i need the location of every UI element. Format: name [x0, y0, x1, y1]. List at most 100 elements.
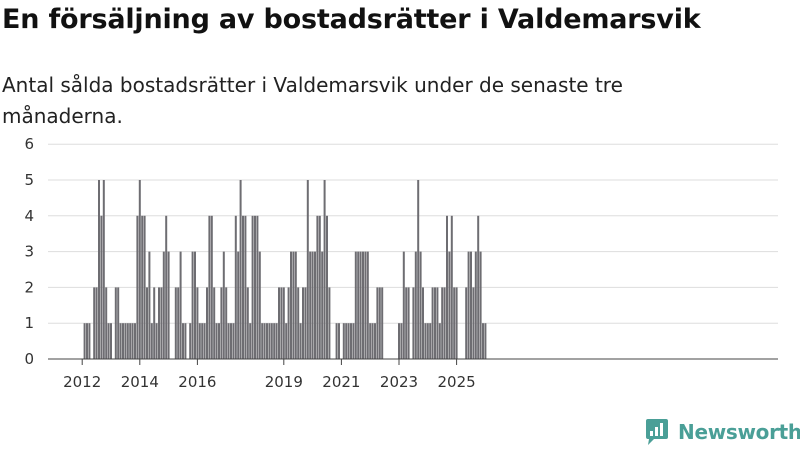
bar: [220, 287, 223, 359]
bar: [316, 215, 319, 359]
bar: [299, 323, 302, 359]
bar: [472, 287, 475, 359]
bar: [239, 180, 242, 359]
bar: [148, 251, 151, 359]
bar: [215, 323, 218, 359]
bar: [467, 251, 470, 359]
x-tick-label: 2023: [380, 373, 418, 391]
bar: [359, 251, 362, 359]
bar: [354, 251, 357, 359]
bar: [335, 323, 338, 359]
newsworthy-logo-icon: [646, 419, 668, 445]
x-tick-label: 2016: [178, 373, 216, 391]
bar: [357, 251, 360, 359]
bar: [124, 323, 127, 359]
bar: [419, 251, 422, 359]
bar: [189, 323, 192, 359]
bar: [88, 323, 91, 359]
bar: [275, 323, 278, 359]
bar: [86, 323, 88, 359]
bar: [182, 323, 184, 359]
bar: [244, 215, 247, 359]
bar: [114, 287, 117, 359]
bar: [153, 287, 156, 359]
bar: [268, 323, 271, 359]
bar: [179, 251, 182, 359]
bar: [438, 323, 441, 359]
bar: [263, 323, 266, 359]
bar: [232, 323, 235, 359]
bar: [256, 215, 259, 359]
bar: [160, 287, 163, 359]
bar: [258, 251, 261, 359]
bar: [414, 251, 417, 359]
bar: [134, 323, 136, 359]
bar: [174, 287, 177, 359]
bar: [234, 215, 237, 359]
bar: [266, 323, 268, 359]
bar: [138, 180, 141, 359]
bar: [470, 251, 472, 359]
bar: [309, 251, 312, 359]
bar: [297, 287, 300, 359]
bar: [441, 287, 444, 359]
y-tick-label: 1: [24, 314, 34, 332]
bar: [364, 251, 367, 359]
bar: [429, 323, 432, 359]
y-tick-label: 3: [24, 243, 34, 261]
x-tick-label: 2014: [121, 373, 159, 391]
bar: [210, 215, 213, 359]
bar: [249, 323, 252, 359]
bar: [261, 323, 264, 359]
bar: [374, 323, 376, 359]
bar: [434, 287, 436, 359]
bar: [304, 287, 307, 359]
bar: [227, 323, 230, 359]
bar: [398, 323, 400, 359]
bar-chart: 0 1 2 3 4 5 6 2012 2014 2016 2019 2021 2023 2025 1: [24, 130, 778, 391]
bar: [422, 287, 424, 359]
bar: [230, 323, 232, 359]
bar: [83, 323, 86, 359]
bar: [117, 287, 120, 359]
bar: [213, 287, 216, 359]
x-tick-label: 2021: [322, 373, 360, 391]
y-tick-label: 6: [24, 135, 34, 153]
bar: [98, 180, 100, 359]
bar: [443, 287, 446, 359]
bar: [347, 323, 350, 359]
bar: [270, 323, 273, 359]
bar: [131, 323, 134, 359]
bar: [366, 251, 369, 359]
bar: [107, 323, 110, 359]
bar: [407, 287, 410, 359]
bar: [362, 251, 364, 359]
bar: [479, 251, 482, 359]
bar: [371, 323, 374, 359]
bar: [273, 323, 276, 359]
bar: [203, 323, 206, 359]
bar: [465, 287, 468, 359]
bar: [306, 180, 309, 359]
y-tick-label: 4: [24, 207, 34, 225]
bar: [93, 287, 96, 359]
bar: [165, 215, 168, 359]
bar: [412, 287, 415, 359]
bar: [146, 287, 148, 359]
bar-value-label: 1: [485, 130, 495, 134]
bar: [129, 323, 132, 359]
bar: [318, 215, 321, 359]
bar: [302, 287, 304, 359]
bar: [218, 323, 220, 359]
bar: [431, 287, 434, 359]
bar: [184, 323, 187, 359]
bar: [338, 323, 340, 359]
bar: [448, 251, 451, 359]
bar: [417, 180, 420, 359]
bar: [198, 323, 201, 359]
bar: [278, 287, 280, 359]
bar: [287, 287, 290, 359]
chart-title: En försäljning av bostadsrätter i Valdem…: [2, 4, 701, 35]
bar: [323, 180, 326, 359]
bar: [474, 251, 477, 359]
